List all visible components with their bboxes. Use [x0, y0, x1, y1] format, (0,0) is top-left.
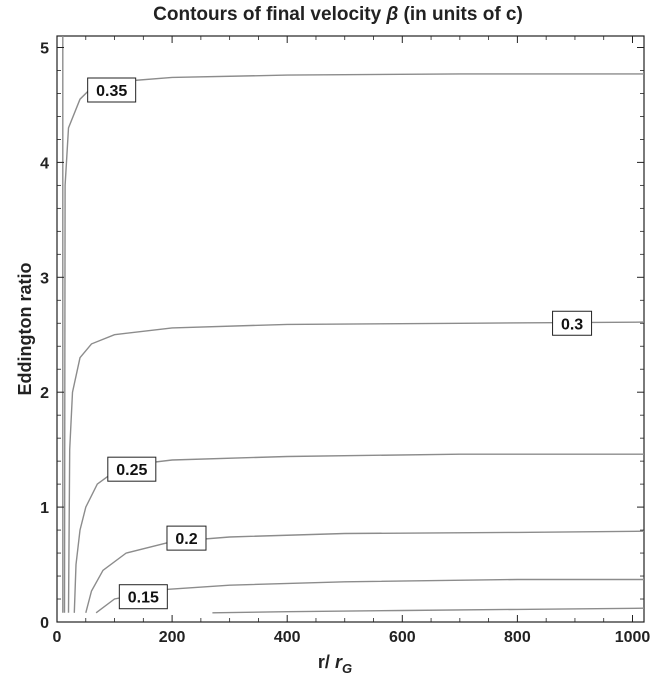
contour-label-0-2: 0.2: [166, 525, 207, 551]
contour-label-text: 0.2: [175, 531, 197, 548]
x-axis-label: r/ rG: [318, 652, 352, 676]
x-tick-label: 600: [389, 629, 416, 646]
y-tick-label: 2: [40, 385, 49, 402]
contour-label-0-35: 0.35: [87, 77, 137, 103]
contour-label-text: 0.3: [561, 316, 583, 333]
x-tick-label: 1000: [615, 629, 651, 646]
contour-label-box: [87, 77, 137, 103]
contour-label-box: [118, 584, 168, 610]
y-tick-label: 0: [40, 615, 49, 632]
contour-lines: [62, 36, 645, 614]
x-tick-label: 0: [53, 629, 62, 646]
title-beta-symbol: β: [385, 4, 398, 25]
contour-label-text: 0.25: [116, 462, 147, 479]
x-axis-ticks: 0 200 400 600 800 1000: [53, 36, 651, 646]
x-tick-label: 200: [159, 629, 186, 646]
chart-title: Contours of final velocity β (in units o…: [153, 4, 523, 25]
y-tick-label: 5: [40, 40, 49, 57]
contour-label-text: 0.35: [96, 83, 127, 100]
contour-labels: 0.35 0.3 0.25 0.2 0.15: [87, 77, 593, 610]
y-tick-label: 1: [40, 500, 49, 517]
x-tick-label: 800: [504, 629, 531, 646]
y-axis-ticks: 0 1 2 3 4 5: [40, 40, 644, 632]
contour-label-text: 0.15: [128, 590, 159, 607]
y-tick-label: 3: [40, 270, 49, 287]
contour-label-box: [552, 310, 593, 336]
y-tick-label: 4: [40, 155, 49, 172]
contour-line-0-15: [95, 578, 644, 614]
contour-label-0-25: 0.25: [107, 456, 157, 482]
contour-label-box: [166, 525, 207, 551]
y-axis-label: Eddington ratio: [15, 263, 35, 396]
contour-label-0-3: 0.3: [552, 310, 593, 336]
contour-line-unlabeled: [212, 607, 645, 614]
contour-label-box: [107, 456, 157, 482]
x-tick-label: 400: [274, 629, 301, 646]
contour-label-0-15: 0.15: [118, 584, 168, 610]
contour-line-0-3: [67, 321, 645, 613]
plot-frame: [56, 35, 645, 623]
